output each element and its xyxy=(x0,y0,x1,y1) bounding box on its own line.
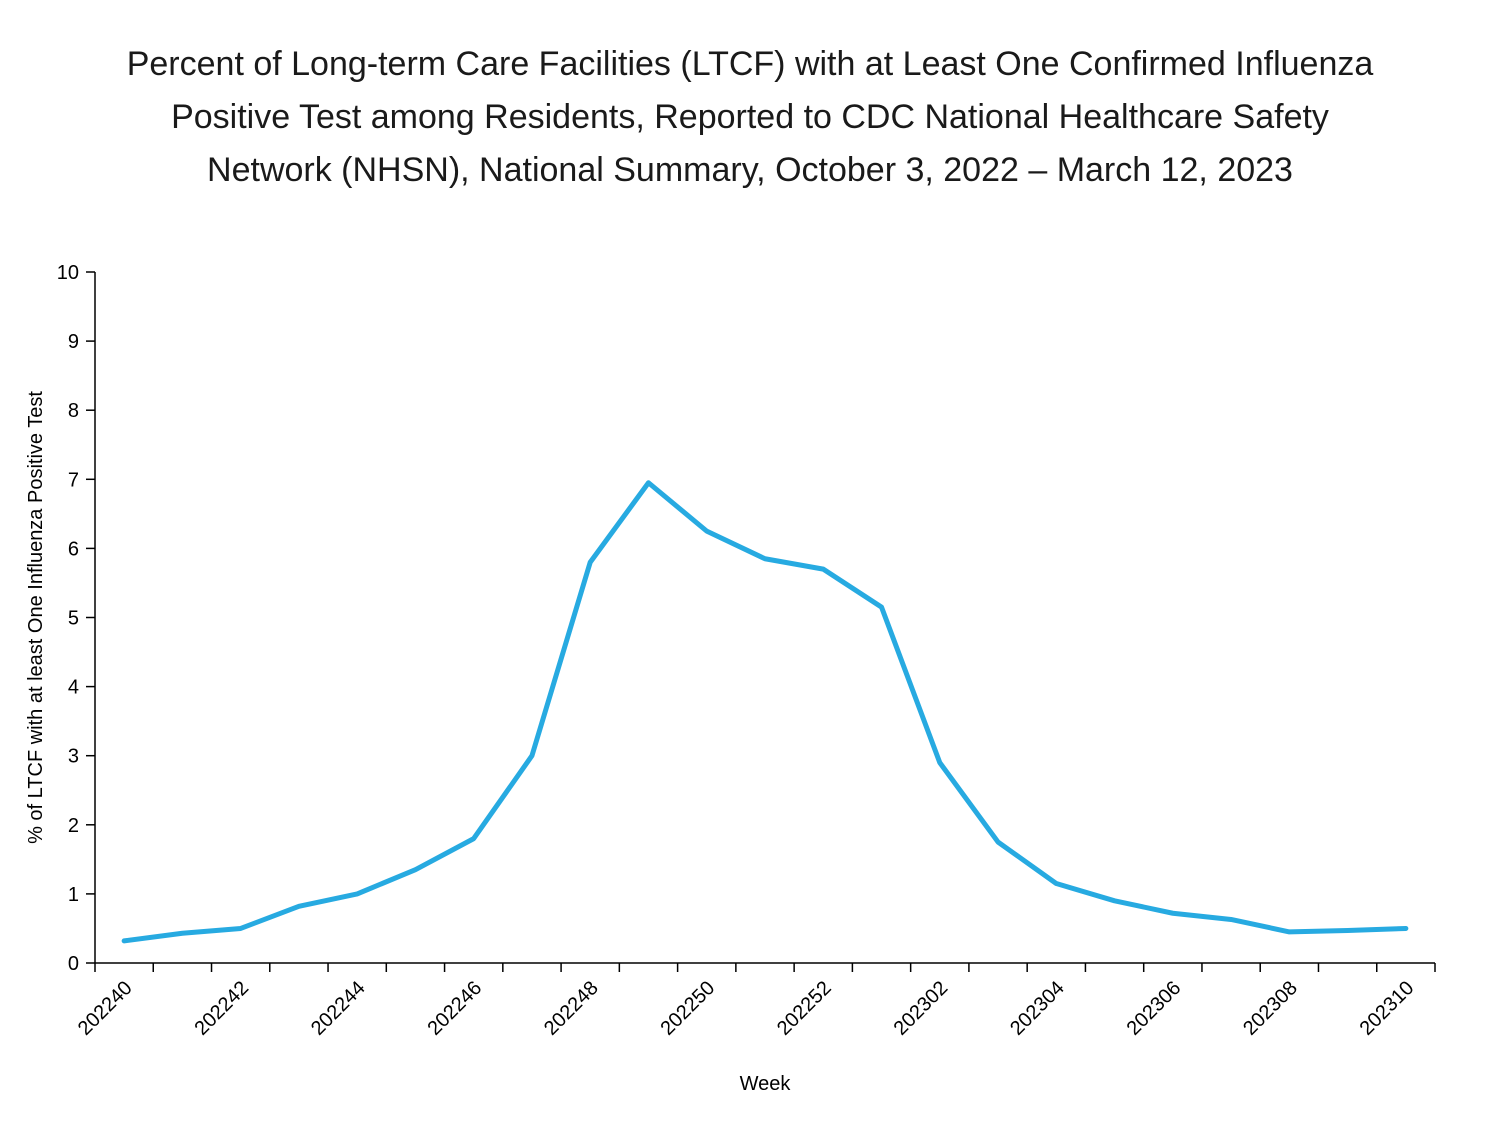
y-tick-label: 1 xyxy=(68,884,79,906)
y-tick-label: 9 xyxy=(68,331,79,353)
y-tick-label: 8 xyxy=(68,400,79,422)
x-tick-label: 202248 xyxy=(540,977,603,1040)
x-tick-label: 202244 xyxy=(307,977,370,1040)
x-tick-label: 202252 xyxy=(773,977,836,1040)
y-tick-label: 4 xyxy=(68,677,79,699)
y-tick-label: 5 xyxy=(68,608,79,630)
chart-title-line-3: Network (NHSN), National Summary, Octobe… xyxy=(207,151,1293,189)
chart-title: Percent of Long-term Care Facilities (LT… xyxy=(0,38,1500,197)
y-tick-label: 6 xyxy=(68,538,79,560)
y-tick-label: 2 xyxy=(68,815,79,837)
x-tick-label: 202308 xyxy=(1239,977,1302,1040)
x-tick-label: 202310 xyxy=(1356,977,1419,1040)
y-tick-label: 7 xyxy=(68,469,79,491)
y-tick-label: 10 xyxy=(57,262,79,284)
x-tick-label: 202242 xyxy=(190,977,253,1040)
data-line-series xyxy=(121,480,1409,944)
chart-title-line-2: Positive Test among Residents, Reported … xyxy=(171,98,1329,136)
x-tick-label: 202250 xyxy=(657,977,720,1040)
y-tick-label: 3 xyxy=(68,746,79,768)
x-tick-label: 202302 xyxy=(890,977,953,1040)
x-tick-label: 202304 xyxy=(1006,977,1069,1040)
y-axis-title: % of LTCF with at least One Influenza Po… xyxy=(25,391,47,844)
y-tick-label: 0 xyxy=(68,953,79,975)
x-tick-label: 202246 xyxy=(423,977,486,1040)
x-axis-title: Week xyxy=(740,1073,792,1095)
x-tick-label: 202240 xyxy=(74,977,137,1040)
x-tick-label: 202306 xyxy=(1123,977,1186,1040)
chart-title-line-1: Percent of Long-term Care Facilities (LT… xyxy=(126,45,1374,83)
